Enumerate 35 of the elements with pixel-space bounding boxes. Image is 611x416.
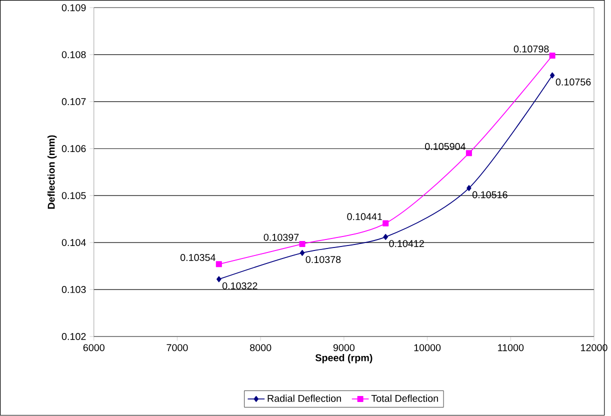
point — [549, 52, 556, 59]
data-label: 0.10322 — [222, 282, 258, 290]
point — [466, 185, 472, 192]
x-tick-label: 10000 — [414, 344, 441, 352]
legend-label: Total Deflection — [371, 394, 438, 402]
y-tick-label: 0.105 — [62, 192, 86, 200]
data-label: 0.10756 — [556, 78, 591, 86]
point — [216, 261, 222, 268]
y-tick-label: 0.108 — [62, 51, 86, 58]
data-label: 0.10378 — [306, 256, 341, 264]
x-tick-label: 9000 — [333, 344, 355, 352]
data-label: 0.10354 — [180, 254, 216, 262]
data-label: 0.10441 — [347, 213, 382, 220]
x-tick-label: 11000 — [498, 344, 524, 352]
point — [216, 276, 222, 282]
y-axis-title: Deflection (mm) — [48, 136, 57, 209]
y-tick-label: 0.102 — [62, 333, 86, 340]
data-label: 0.10397 — [264, 234, 299, 242]
y-tick-label: 0.109 — [62, 4, 86, 12]
y-tick-label: 0.103 — [62, 286, 86, 294]
point — [300, 250, 305, 256]
point — [383, 234, 388, 240]
point — [466, 150, 472, 156]
data-label: 0.10798 — [514, 46, 549, 53]
x-tick-label: 8000 — [250, 344, 272, 352]
point — [382, 220, 389, 227]
y-tick-label: 0.104 — [62, 239, 86, 246]
point — [550, 72, 555, 79]
y-tick-label: 0.106 — [62, 145, 86, 152]
point — [299, 241, 306, 248]
y-tick-label: 0.107 — [62, 98, 86, 106]
x-tick-label: 7000 — [166, 344, 188, 352]
x-axis-title: Speed (rpm) — [315, 354, 372, 364]
x-tick-label: 6000 — [83, 344, 104, 352]
legend-label: Radial Deflection — [268, 394, 341, 402]
